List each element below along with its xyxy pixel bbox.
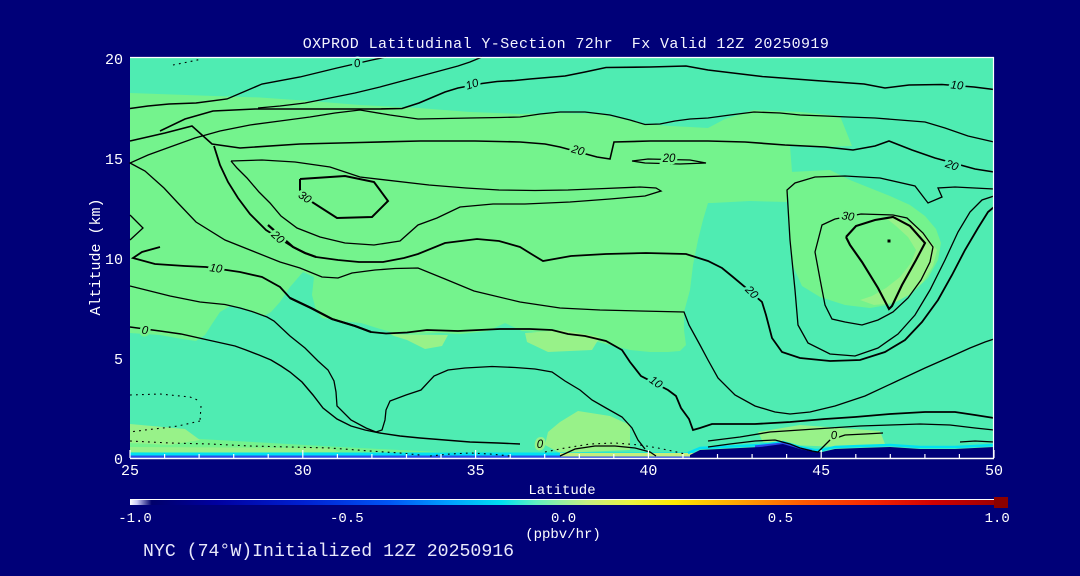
svg-text:10: 10 — [950, 79, 964, 92]
svg-text:30: 30 — [841, 210, 856, 224]
svg-text:0: 0 — [537, 439, 544, 451]
svg-text:20: 20 — [662, 153, 676, 165]
svg-text:10: 10 — [209, 262, 224, 276]
